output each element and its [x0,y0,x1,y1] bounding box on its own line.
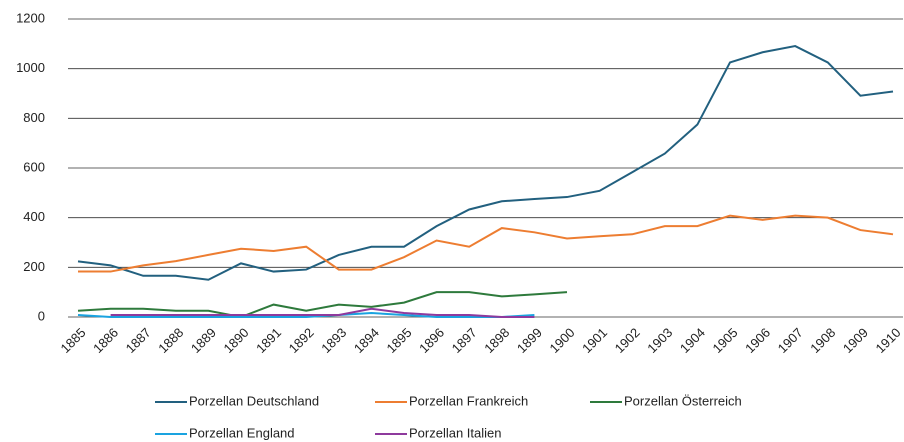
x-tick-label: 1888 [155,325,186,356]
x-tick-label: 1895 [383,325,414,356]
x-tick-label: 1904 [677,325,708,356]
legend-label: Porzellan Deutschland [189,393,319,408]
x-tick-label: 1893 [318,325,349,356]
legend-label: Porzellan Österreich [624,393,742,408]
y-tick-label: 1200 [16,10,45,25]
x-tick-label: 1910 [872,325,903,356]
y-tick-label: 600 [23,159,45,174]
x-tick-label: 1899 [514,325,545,356]
x-tick-label: 1891 [253,325,284,356]
y-tick-label: 1000 [16,60,45,75]
legend-label: Porzellan England [189,425,295,440]
series-line [77,45,894,281]
series-line [110,307,535,318]
series-line [78,214,894,273]
x-tick-label: 1889 [188,325,219,356]
x-tick-label: 1908 [807,325,838,356]
x-tick-label: 1907 [775,325,806,356]
x-tick-label: 1894 [351,325,382,356]
x-tick-label: 1898 [481,325,512,356]
x-tick-label: 1909 [840,325,871,356]
y-tick-label: 200 [23,259,45,274]
x-tick-label: 1887 [123,325,154,356]
x-tick-label: 1886 [90,325,121,356]
y-tick-label: 400 [23,209,45,224]
series-line [77,291,568,319]
x-tick-label: 1903 [644,325,675,356]
legend-label: Porzellan Frankreich [409,393,528,408]
x-tick-label: 1906 [742,325,773,356]
x-tick-label: 1905 [709,325,740,356]
y-tick-label: 800 [23,110,45,125]
x-tick-label: 1892 [286,325,317,356]
x-tick-label: 1901 [579,325,610,356]
series-line [77,312,535,318]
x-tick-label: 1885 [57,325,88,356]
x-tick-label: 1897 [449,325,480,356]
x-tick-label: 1890 [220,325,251,356]
x-tick-label: 1896 [416,325,447,356]
legend-label: Porzellan Italien [409,425,502,440]
x-tick-label: 1900 [546,325,577,356]
y-tick-label: 0 [38,308,45,323]
x-tick-label: 1902 [612,325,643,356]
